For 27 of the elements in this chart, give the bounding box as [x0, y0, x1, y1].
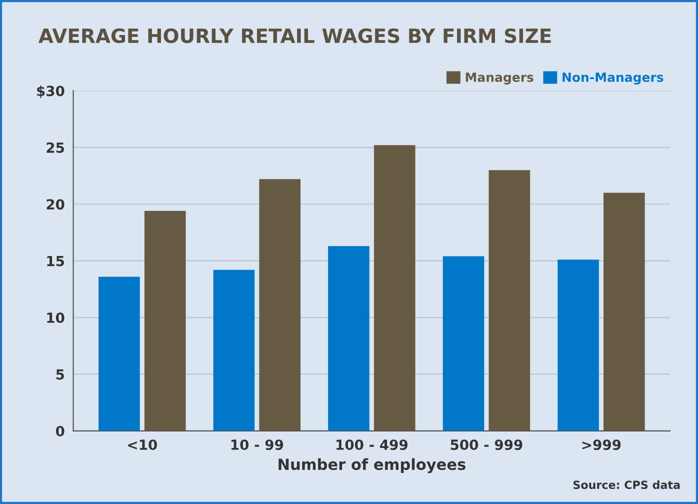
source-note: Source: CPS data — [573, 480, 680, 490]
chart-title: AVERAGE HOURLY RETAIL WAGES BY FIRM SIZE — [38, 28, 551, 44]
bar — [604, 192, 645, 431]
bar — [328, 246, 370, 431]
y-tick-label: 5 — [56, 369, 64, 380]
bar — [442, 256, 484, 431]
x-tick-label: 100 - 499 — [336, 440, 408, 450]
bar — [374, 145, 416, 431]
bar — [259, 179, 301, 431]
y-tick-label: $30 — [37, 85, 64, 98]
bar — [98, 276, 140, 431]
y-tick-label: 15 — [47, 256, 64, 266]
bar — [144, 210, 186, 431]
y-tick-label: 20 — [46, 199, 64, 210]
bar — [488, 170, 530, 431]
x-tick-label: <10 — [128, 440, 157, 450]
y-tick-label: 25 — [46, 142, 64, 153]
y-tick-label: 0 — [56, 426, 64, 436]
x-axis-title: Number of employees — [278, 458, 466, 474]
x-tick-label: 500 - 999 — [450, 440, 522, 450]
legend-label: Non-Managers — [562, 72, 664, 84]
x-tick-label: >999 — [582, 440, 621, 450]
x-tick-label: 10 - 99 — [231, 440, 284, 450]
bar — [558, 260, 599, 431]
legend-label: Managers — [466, 72, 534, 84]
bar — [213, 270, 255, 431]
y-tick-label: 10 — [47, 312, 64, 323]
